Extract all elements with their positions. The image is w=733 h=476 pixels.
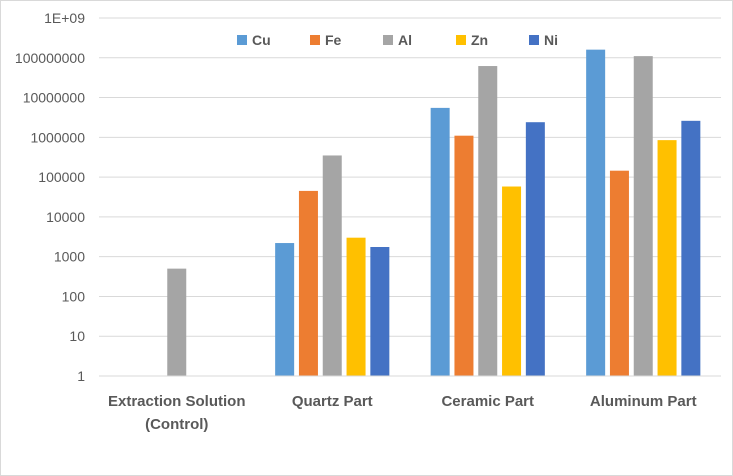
y-tick-label: 10 (69, 328, 85, 344)
bar-fe (298, 190, 318, 376)
y-tick-label: 100 (62, 288, 86, 304)
legend-swatch-cu (237, 35, 247, 45)
bar-cu (586, 49, 606, 377)
bar-al (322, 155, 342, 376)
bar-cu (430, 107, 450, 376)
bar-zn (502, 186, 522, 376)
legend-label: Cu (252, 32, 271, 48)
y-tick-label: 10000 (46, 209, 85, 225)
x-category-label: Aluminum Part (590, 393, 697, 410)
x-category-label: Quartz Part (292, 393, 373, 410)
legend-label: Al (398, 32, 412, 48)
bars (167, 49, 701, 377)
bar-al (633, 56, 653, 377)
x-category-label: (Control) (145, 416, 208, 433)
bar-al (478, 66, 498, 376)
legend-label: Fe (325, 32, 342, 48)
bar-zn (346, 237, 366, 376)
y-tick-label: 10000000 (23, 90, 86, 106)
bar-zn (657, 140, 677, 376)
legend-swatch-fe (310, 35, 320, 45)
legend-swatch-zn (456, 35, 466, 45)
axes: 1 10 100 1000 10000 100000 1000000 10000000 1000… (15, 10, 721, 433)
bar-al (167, 268, 187, 376)
x-category-label: Extraction Solution (108, 393, 246, 410)
bar-fe (609, 170, 629, 376)
y-tick-label: 1E+09 (44, 10, 85, 26)
bar-cu (275, 243, 295, 376)
legend-swatch-al (383, 35, 393, 45)
bar-ni (681, 120, 701, 376)
gridlines (99, 17, 721, 377)
y-tick-label: 100000 (38, 169, 85, 185)
y-tick-label: 1 (77, 368, 85, 384)
y-tick-label: 1000 (54, 249, 85, 265)
legend: Cu Fe Al Zn Ni (237, 32, 558, 48)
bar-ni (370, 246, 390, 376)
y-tick-label: 100000000 (15, 50, 85, 66)
legend-swatch-ni (529, 35, 539, 45)
x-category-label: Ceramic Part (441, 393, 534, 410)
y-tick-label: 1000000 (30, 129, 85, 145)
bar-ni (525, 122, 545, 376)
legend-label: Zn (471, 32, 488, 48)
bar-fe (454, 135, 474, 376)
legend-label: Ni (544, 32, 558, 48)
